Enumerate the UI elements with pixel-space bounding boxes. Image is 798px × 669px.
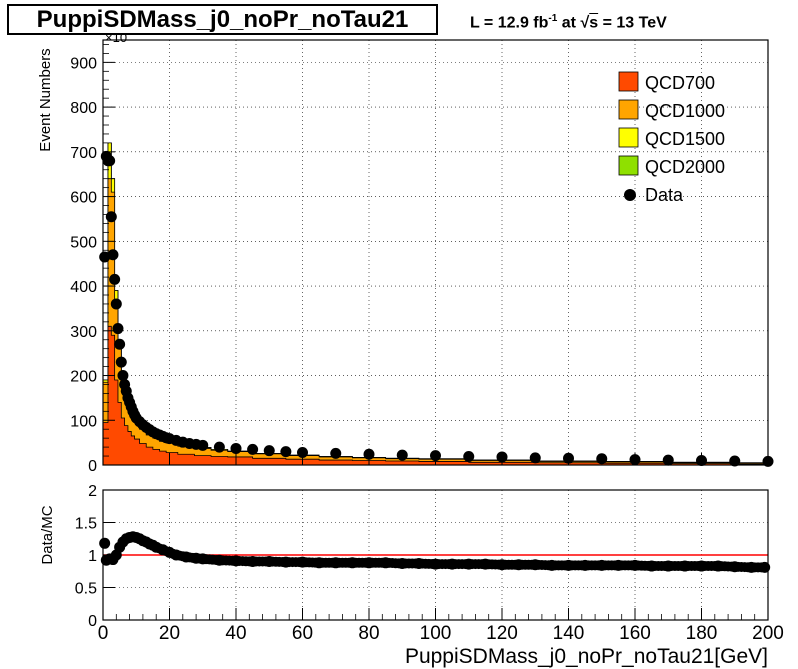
y-tick-label: 400: [70, 279, 97, 296]
x-tick-label: 20: [159, 623, 180, 644]
lumi-sup: -1: [548, 13, 558, 24]
ratio-point: [756, 562, 767, 573]
legend-label-qcd1000: QCD1000: [645, 101, 725, 121]
data-point: [396, 449, 408, 461]
legend-swatch-qcd700: [618, 71, 639, 92]
lumi-root: s: [589, 14, 599, 32]
y-tick-label: 700: [70, 145, 97, 162]
legend-label-qcd1500: QCD1500: [645, 129, 725, 149]
y-tick-label: 100: [70, 413, 97, 430]
legend-marker-data: [624, 189, 636, 201]
data-point: [230, 442, 242, 454]
data-point: [263, 445, 275, 457]
data-point: [115, 356, 127, 368]
legend-label-qcd2000: QCD2000: [645, 157, 725, 177]
y-tick-label: 0: [88, 458, 97, 475]
ratio-y-tick-label: 0: [88, 613, 97, 630]
y-tick-label: 900: [70, 55, 97, 72]
data-point: [114, 338, 126, 350]
x-tick-label: 60: [292, 623, 313, 644]
x-tick-label: 0: [98, 623, 109, 644]
legend-swatch-qcd1000: [618, 99, 639, 120]
data-point: [107, 249, 119, 261]
ratio-y-tick-label: 1.5: [75, 516, 97, 533]
lumi-pre: L = 12.9 fb: [470, 14, 549, 32]
data-point: [99, 251, 111, 263]
stack-qcd1000: [102, 178, 769, 466]
y-tick-label: 200: [70, 369, 97, 386]
y-tick-label: 600: [70, 190, 97, 207]
data-point: [297, 446, 308, 458]
data-point: [105, 211, 117, 223]
y-tick-label: 300: [70, 324, 97, 341]
x-tick-label: 100: [420, 623, 452, 644]
y-tick-label: 500: [70, 234, 97, 251]
ratio-point: [99, 537, 111, 549]
y-tick-label: 800: [70, 100, 97, 117]
luminosity-label: L = 12.9 fb-1 at √s = 13 TeV: [470, 13, 667, 32]
legend-swatch-qcd2000: [618, 155, 639, 176]
data-point: [463, 451, 475, 462]
ratio-y-axis-title: Data/MC: [39, 505, 56, 564]
lumi-post: = 13 TeV: [598, 14, 667, 32]
data-point: [529, 452, 541, 464]
x-tick-label: 140: [553, 623, 585, 644]
lumi-mid: at: [557, 14, 581, 32]
data-point: [729, 455, 741, 467]
data-point: [280, 446, 292, 458]
x-tick-label: 160: [619, 623, 651, 644]
data-point: [117, 370, 129, 382]
chart-title: PuppiSDMass_j0_noPr_noTau21: [7, 4, 438, 35]
x-tick-label: 200: [752, 623, 784, 644]
data-point: [109, 273, 121, 285]
data-point: [104, 155, 116, 167]
y-axis-title: Event Numbers: [37, 48, 54, 151]
x-tick-label: 180: [686, 623, 718, 644]
x-tick-label: 120: [486, 623, 518, 644]
data-point: [112, 323, 124, 335]
ratio-y-tick-label: 1: [88, 548, 97, 565]
data-point: [110, 298, 122, 310]
data-point: [662, 454, 674, 466]
data-point: [213, 441, 225, 453]
data-point: [197, 439, 209, 451]
data-point: [596, 453, 608, 465]
legend-label-data: Data: [645, 185, 684, 205]
x-axis-title: PuppiSDMass_j0_noPr_noTau21[GeV]: [405, 645, 768, 668]
data-point: [247, 443, 259, 455]
legend-swatch-qcd1500: [618, 127, 639, 148]
x-tick-label: 40: [225, 623, 246, 644]
x-tick-label: 80: [358, 623, 379, 644]
stack-qcd700: [102, 325, 769, 466]
legend-label-qcd700: QCD700: [645, 73, 715, 93]
ratio-y-tick-label: 0.5: [75, 581, 97, 598]
ratio-y-tick-label: 2: [88, 483, 97, 500]
data-point: [330, 447, 342, 459]
